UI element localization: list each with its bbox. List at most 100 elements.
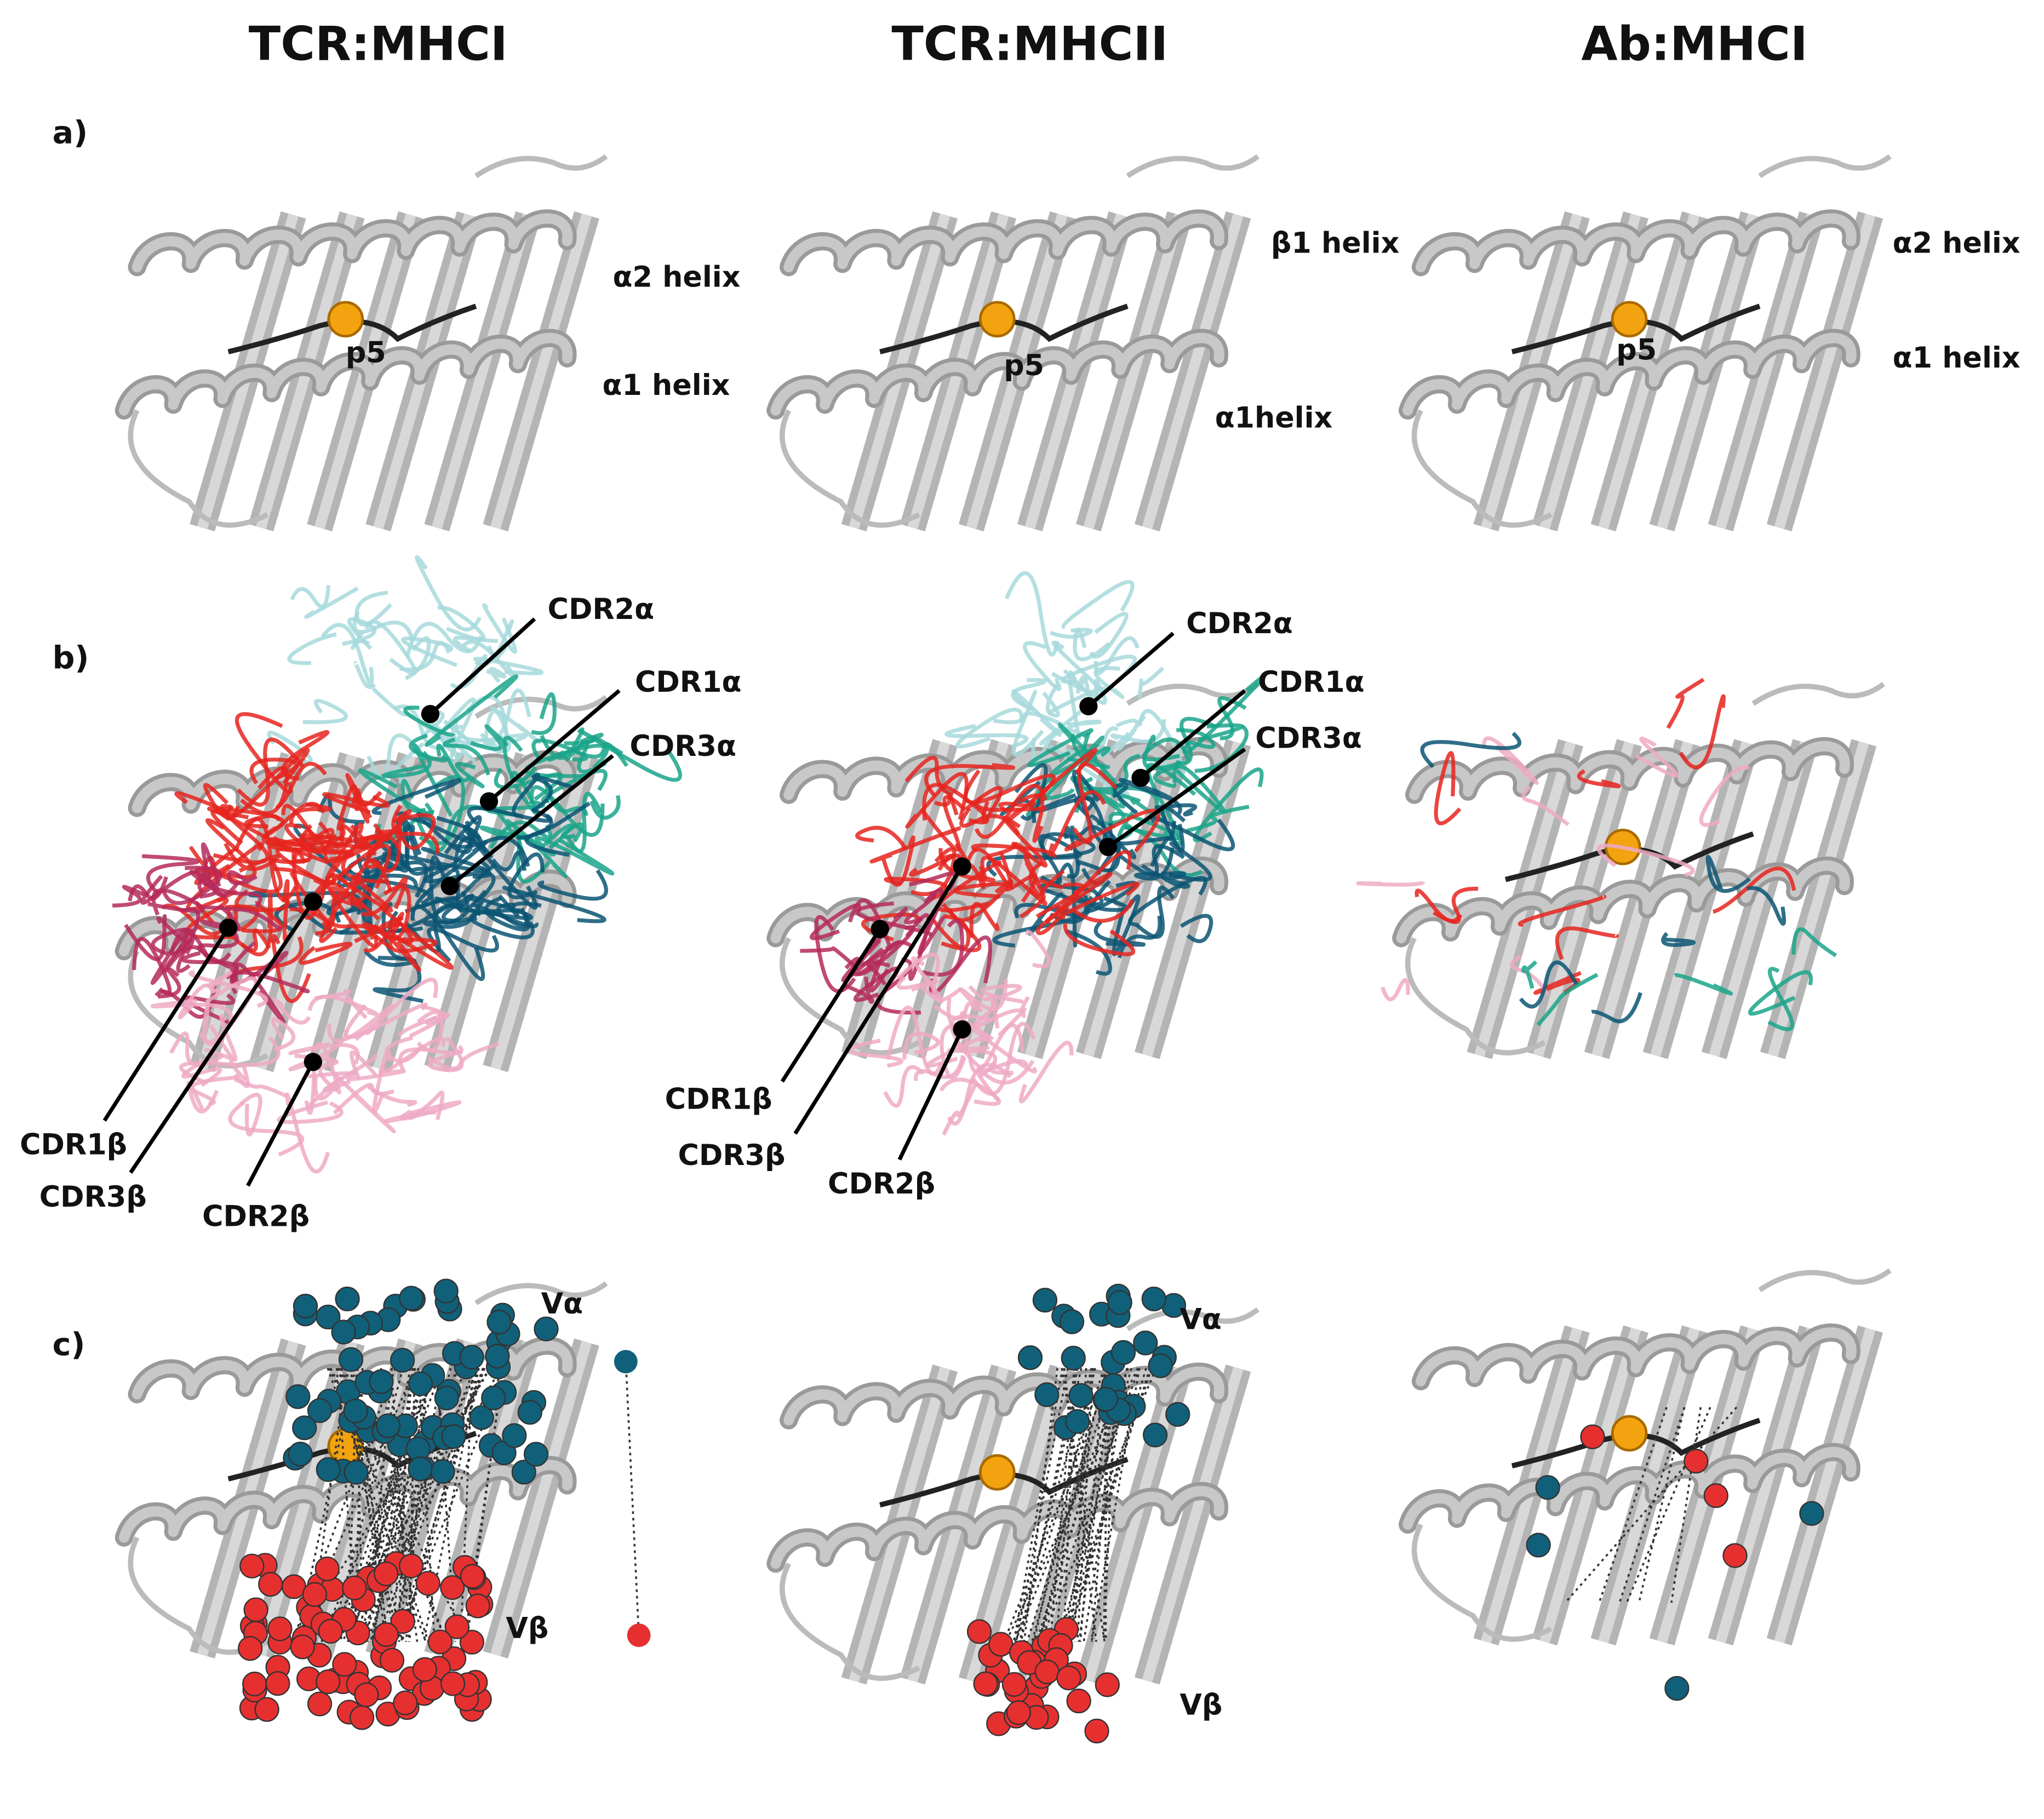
cdr-loop bbox=[1746, 886, 1787, 926]
beta-strand-edge bbox=[1715, 1327, 1817, 1644]
annotation-label: CDR2β bbox=[828, 1167, 935, 1201]
column-title: TCR:MHCI bbox=[249, 17, 508, 71]
cdr-loop bbox=[947, 1063, 1012, 1126]
cdr-loop bbox=[479, 810, 531, 842]
helix-edge bbox=[1415, 213, 1857, 273]
cdr-loop bbox=[1005, 874, 1038, 903]
annotations: α2 helix p5 α1 helix β1 helix p5 α1helix α2 he… bbox=[20, 227, 2020, 1722]
cdr-loop bbox=[317, 794, 365, 824]
cdr-loop bbox=[302, 698, 348, 725]
cdr-loop bbox=[1115, 843, 1185, 877]
beta-strand-edge bbox=[1083, 213, 1185, 530]
cdr-loop bbox=[363, 911, 404, 953]
cdr-loop bbox=[367, 733, 417, 781]
annotation-label: CDR2β bbox=[202, 1200, 310, 1233]
atom bbox=[265, 1671, 290, 1696]
atom bbox=[331, 1319, 356, 1345]
cdr-loop bbox=[1356, 880, 1425, 887]
contact-line bbox=[400, 1368, 479, 1642]
cdr-loop bbox=[436, 743, 471, 783]
cdr-loop bbox=[228, 1101, 305, 1157]
cdr-loop bbox=[382, 851, 490, 873]
cdr-loop bbox=[1193, 767, 1264, 842]
contact-line bbox=[1015, 1368, 1105, 1643]
cdr-loop bbox=[535, 836, 615, 876]
beta-strand-edge bbox=[1709, 741, 1811, 1057]
annotation-label: Vα bbox=[541, 1287, 583, 1321]
cdr-loop bbox=[512, 772, 540, 818]
atom bbox=[318, 1619, 343, 1644]
cdr-loop bbox=[502, 886, 606, 923]
cdr-loop bbox=[1555, 926, 1619, 960]
atom bbox=[1065, 1409, 1090, 1434]
cdr-loop bbox=[179, 1036, 280, 1084]
leader-line bbox=[897, 1028, 964, 1161]
cdr-loop bbox=[921, 919, 964, 977]
cdr-loop bbox=[275, 847, 336, 886]
cdr-loop bbox=[267, 730, 313, 765]
cdr-loop bbox=[289, 907, 332, 936]
contact-line bbox=[1670, 1407, 1702, 1603]
atom bbox=[292, 1415, 317, 1441]
cdr-loop bbox=[269, 834, 353, 854]
atom bbox=[460, 1564, 485, 1589]
annotation-label: p5 bbox=[1616, 334, 1657, 367]
cdr-loop bbox=[975, 796, 1047, 812]
atom bbox=[433, 1278, 459, 1304]
atom bbox=[485, 1344, 510, 1369]
annotation-label: CDR2α bbox=[548, 593, 655, 626]
beta-strand-edge bbox=[490, 213, 592, 530]
cdr-loop bbox=[1153, 764, 1180, 788]
cdr-loop bbox=[325, 879, 380, 948]
cdr-loop bbox=[917, 888, 946, 955]
cdr-loop bbox=[204, 1047, 247, 1082]
cdr-loop bbox=[1034, 793, 1096, 814]
p5-atom bbox=[1611, 1415, 1648, 1452]
cdr-loop bbox=[482, 603, 517, 654]
cdr-loop bbox=[1767, 967, 1794, 1031]
atom bbox=[1066, 1688, 1091, 1714]
cdr-loop bbox=[1160, 805, 1186, 853]
leader-line bbox=[1107, 747, 1246, 849]
cdr-loops bbox=[151, 970, 500, 1174]
atom bbox=[307, 1691, 333, 1717]
cdr-loop bbox=[132, 937, 172, 996]
atom bbox=[374, 1622, 399, 1647]
cdr-loop bbox=[277, 1100, 343, 1124]
annotation-label: α1helix bbox=[1215, 401, 1333, 434]
cdr-loop bbox=[989, 1059, 1029, 1075]
cdr-loop bbox=[271, 1017, 296, 1052]
atoms bbox=[1526, 1475, 1824, 1701]
annotation-label: β1 helix bbox=[1271, 227, 1399, 260]
cdr-loop bbox=[453, 635, 499, 653]
mhc-structure bbox=[1392, 682, 1885, 1059]
cdr-loop bbox=[369, 925, 421, 972]
cdr-loop bbox=[346, 1069, 406, 1081]
cdr-loop bbox=[322, 792, 390, 814]
cdr-loop bbox=[565, 791, 603, 853]
contact-line bbox=[625, 1361, 640, 1636]
cdr-loop bbox=[178, 983, 215, 1020]
atoms bbox=[966, 1617, 1120, 1743]
atom bbox=[1034, 1659, 1060, 1684]
cdr-loop bbox=[944, 724, 1029, 749]
cdr-loop bbox=[1433, 886, 1479, 925]
atom bbox=[1722, 1543, 1748, 1568]
atom bbox=[465, 1593, 490, 1619]
cdr-loop bbox=[182, 993, 236, 1025]
cdr-loop bbox=[848, 1038, 903, 1068]
leader-line bbox=[448, 754, 614, 888]
cdr-loop bbox=[350, 824, 393, 856]
beta-strand-edge bbox=[1715, 213, 1817, 530]
cdr-loop bbox=[589, 795, 621, 820]
cdr-loop bbox=[203, 905, 283, 932]
contact-line bbox=[1598, 1407, 1668, 1603]
atom bbox=[1001, 1672, 1027, 1697]
cdr-loop bbox=[410, 904, 485, 982]
cdr-loop bbox=[289, 802, 333, 824]
atom bbox=[1580, 1424, 1605, 1449]
cdr-loop bbox=[202, 881, 262, 909]
contact-line bbox=[392, 1368, 444, 1642]
cdr-loop bbox=[1748, 970, 1813, 1016]
atom bbox=[1006, 1700, 1031, 1725]
